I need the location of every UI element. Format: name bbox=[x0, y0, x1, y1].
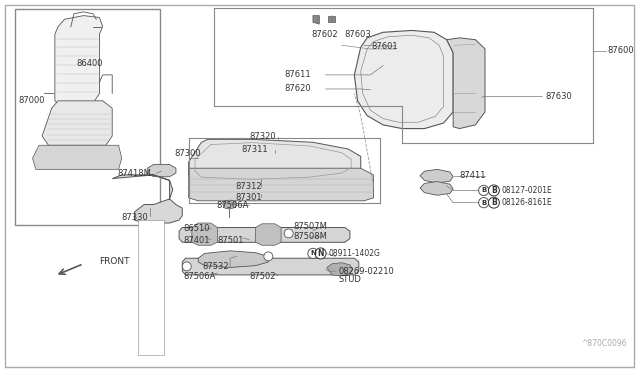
Polygon shape bbox=[447, 38, 485, 129]
Text: 87320: 87320 bbox=[249, 132, 276, 141]
Text: 87602: 87602 bbox=[312, 31, 339, 39]
Circle shape bbox=[182, 262, 191, 271]
Text: FRONT: FRONT bbox=[99, 257, 130, 266]
Circle shape bbox=[284, 229, 293, 238]
Polygon shape bbox=[355, 31, 453, 129]
Text: 86510: 86510 bbox=[183, 224, 209, 233]
Text: B: B bbox=[481, 187, 486, 193]
Text: 08126-8161E: 08126-8161E bbox=[502, 198, 552, 207]
Polygon shape bbox=[189, 168, 374, 201]
Text: STUD: STUD bbox=[339, 275, 362, 284]
Text: 87506A: 87506A bbox=[183, 272, 215, 281]
Text: N: N bbox=[317, 249, 324, 258]
Text: 87506A: 87506A bbox=[217, 201, 249, 210]
Polygon shape bbox=[147, 164, 176, 177]
Polygon shape bbox=[112, 175, 182, 223]
Polygon shape bbox=[33, 145, 122, 169]
Circle shape bbox=[479, 185, 489, 196]
Circle shape bbox=[264, 252, 273, 261]
Text: 87411: 87411 bbox=[460, 171, 486, 180]
Polygon shape bbox=[223, 200, 236, 209]
Text: 87508M: 87508M bbox=[294, 232, 328, 241]
Circle shape bbox=[308, 248, 318, 259]
Polygon shape bbox=[42, 101, 112, 145]
Polygon shape bbox=[182, 258, 359, 275]
Text: 08911-1402G: 08911-1402G bbox=[328, 249, 380, 258]
Polygon shape bbox=[328, 16, 335, 22]
Text: 87611: 87611 bbox=[284, 70, 311, 79]
Text: B: B bbox=[491, 198, 497, 207]
Text: 87532: 87532 bbox=[202, 262, 228, 271]
Text: 87312: 87312 bbox=[235, 182, 262, 191]
Text: 87301: 87301 bbox=[235, 193, 262, 202]
Polygon shape bbox=[313, 16, 319, 24]
Polygon shape bbox=[327, 263, 353, 276]
Text: 87603: 87603 bbox=[345, 31, 372, 39]
Text: 86400: 86400 bbox=[76, 58, 102, 68]
Text: 87501: 87501 bbox=[218, 236, 244, 245]
Bar bbox=[138, 220, 164, 355]
Polygon shape bbox=[255, 224, 281, 245]
Text: B: B bbox=[491, 186, 497, 195]
Text: 87600: 87600 bbox=[607, 46, 634, 55]
Text: B: B bbox=[481, 200, 486, 206]
Text: 87601: 87601 bbox=[372, 42, 398, 51]
Polygon shape bbox=[192, 223, 218, 245]
Text: 87620: 87620 bbox=[284, 84, 311, 93]
Polygon shape bbox=[189, 140, 361, 182]
Circle shape bbox=[488, 185, 499, 196]
Text: 87401: 87401 bbox=[183, 236, 209, 245]
Text: 08127-0201E: 08127-0201E bbox=[502, 186, 552, 195]
Text: 87000: 87000 bbox=[18, 96, 44, 105]
Polygon shape bbox=[420, 182, 453, 195]
Text: 87418M: 87418M bbox=[117, 169, 151, 177]
Circle shape bbox=[315, 248, 326, 259]
Circle shape bbox=[479, 198, 489, 208]
Text: 87300: 87300 bbox=[174, 149, 201, 158]
Text: 87630: 87630 bbox=[545, 92, 572, 101]
Text: 87311: 87311 bbox=[241, 145, 268, 154]
Text: 08269-02210: 08269-02210 bbox=[339, 267, 394, 276]
Text: ^870C0096: ^870C0096 bbox=[581, 339, 627, 348]
Text: 87330: 87330 bbox=[122, 213, 148, 222]
Polygon shape bbox=[179, 228, 350, 242]
Text: N: N bbox=[310, 250, 316, 256]
Polygon shape bbox=[198, 251, 268, 267]
Text: 87507M: 87507M bbox=[294, 221, 328, 231]
Bar bbox=[15, 9, 160, 225]
Polygon shape bbox=[55, 16, 102, 108]
Polygon shape bbox=[420, 169, 453, 183]
Text: 87502: 87502 bbox=[249, 272, 276, 281]
Circle shape bbox=[488, 197, 499, 208]
